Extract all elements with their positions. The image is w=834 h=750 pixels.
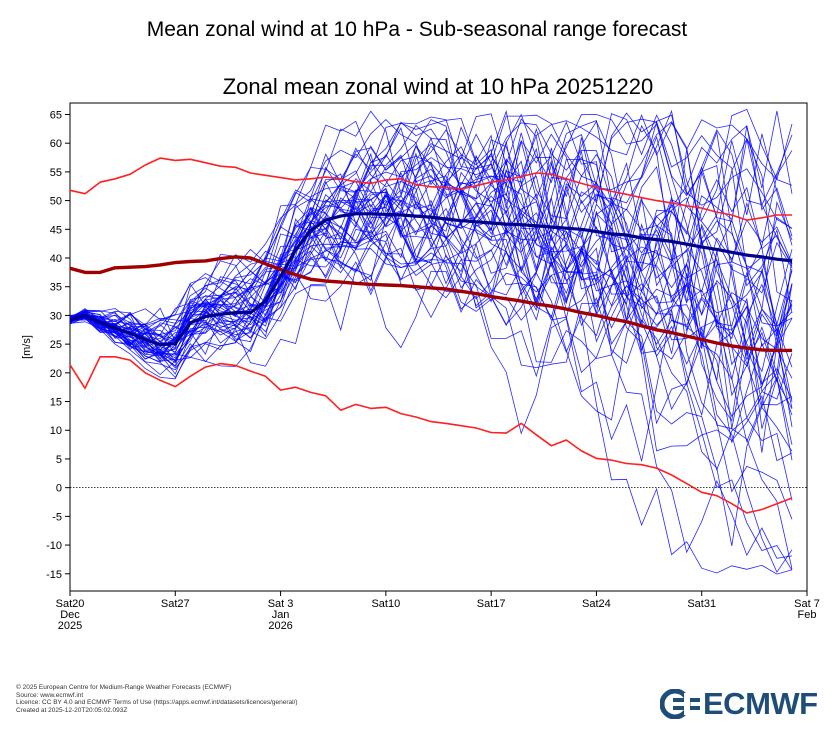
y-tick-label: 35 [50,282,62,294]
ensemble-member-line [69,133,793,575]
ensemble-member-line [69,134,793,501]
ecmwf-globe-icon [660,689,700,719]
y-tick-label: -5 [52,511,62,523]
y-axis-label: [m/s] [21,335,33,359]
summary-series [69,157,793,514]
x-tick-label: 2025 [58,620,82,632]
x-tick-label: Sat24 [582,598,611,610]
y-tick-label: -15 [46,569,62,581]
y-tick-label: 20 [50,368,62,380]
y-tick-label: -10 [46,540,62,552]
ensemble-member-line [69,109,793,361]
y-tick-label: 50 [50,196,62,208]
series-line-climatological-maximum [69,157,792,221]
x-tick-label: Sat17 [477,598,506,610]
ensemble-member-line [69,144,793,418]
ensemble-member-line [69,116,793,443]
ensemble-member-line [69,137,793,380]
series-line-ensemble-mean [69,212,793,347]
ensemble-member-line [69,207,793,571]
x-tick-label: 2026 [268,620,292,632]
ensemble-member-line [69,155,793,471]
x-tick-label: Sat27 [161,598,190,610]
ensemble-member-line [69,114,793,343]
ensemble-member-line [69,110,793,343]
x-tick-label: Feb [798,609,817,621]
ensemble-member-line [69,150,793,357]
ensemble-member-line [69,166,793,443]
series-line-climatological-minimum [69,355,793,514]
x-tick-label: Sat31 [687,598,716,610]
ensemble-member-line [69,135,793,374]
footer-source: Source: www.ecmwf.int [16,691,84,699]
x-tick-label: Sat10 [371,598,400,610]
ensemble-member-line [69,129,793,570]
y-tick-label: 10 [50,425,62,437]
y-tick-label: 60 [50,138,62,150]
footer-licence[interactable]: Licence: CC BY 4.0 and ECMWF Terms of Us… [16,699,298,707]
y-tick-label: 0 [56,483,62,495]
page-title: Mean zonal wind at 10 hPa - Sub-seasonal… [146,18,688,41]
ensemble-member-line [69,147,793,546]
plot-frame [69,102,808,592]
y-tick-label: 45 [50,224,62,236]
y-tick-label: 55 [50,167,62,179]
y-tick-label: 30 [50,310,62,322]
y-tick-label: 15 [50,397,62,409]
y-tick-label: 5 [56,454,62,466]
axes: 65605550454035302520151050-5-10-15Sat20D… [46,109,820,632]
series-line-climatological-mean [69,255,792,353]
y-tick-label: 40 [50,253,62,265]
ecmwf-logo-text: ECMWF [703,686,818,721]
y-tick-label: 65 [50,109,62,121]
ensemble-member-line [69,113,793,573]
ensemble-member-line [69,141,793,368]
zonal-wind-chart: Zonal mean zonal wind at 10 hPa 20251220… [21,74,820,632]
footer-created: Created at 2025-12-20T20:05:02.093Z [16,706,128,714]
x-tick-label: Jan [272,609,290,621]
y-tick-label: 25 [50,339,62,351]
footer: © 2025 European Centre for Medium-Range … [16,684,298,714]
ecmwf-logo[interactable]: ECMWF [660,686,818,722]
ensemble-member-line [69,119,793,367]
ensemble-member-line [69,201,793,369]
x-tick-label: Sat 3 [268,598,294,610]
x-tick-label: Dec [60,609,80,621]
x-tick-label: Sat20 [56,598,85,610]
footer-copyright: © 2025 European Centre for Medium-Range … [16,684,232,691]
x-tick-label: Sat 7 [794,598,820,610]
chart-title: Zonal mean zonal wind at 10 hPa 20251220 [223,74,654,99]
